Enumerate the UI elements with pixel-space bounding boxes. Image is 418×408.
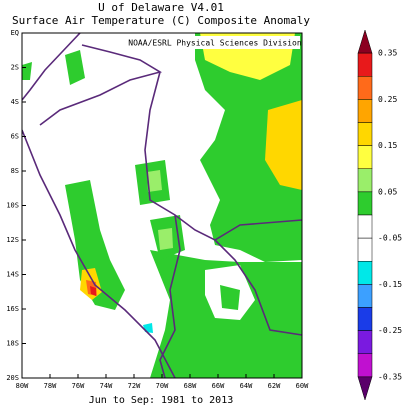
colorbar-segment — [357, 307, 373, 331]
y-tick-label: 4S — [11, 98, 19, 106]
colorbar-segment — [357, 145, 373, 169]
x-tick-label: 66W — [212, 382, 225, 390]
x-tick-label: 60W — [296, 382, 309, 390]
anomaly-region — [265, 100, 302, 190]
x-tick-label: 62W — [268, 382, 281, 390]
coastline — [22, 33, 176, 378]
y-tick-label: 12S — [6, 236, 19, 244]
y-tick-label: 18S — [6, 340, 19, 348]
colorbar-segment — [357, 330, 373, 354]
y-tick-label: 6S — [11, 133, 19, 141]
y-tick-label: EQ — [11, 29, 19, 37]
x-tick-label: 80W — [16, 382, 29, 390]
title: U of Delaware V4.01 — [98, 1, 224, 14]
x-tick-label: 70W — [156, 382, 169, 390]
y-tick-label: 2S — [11, 64, 19, 72]
colorbar-label: -0.15 — [378, 280, 402, 289]
colorbar-segment — [357, 353, 373, 378]
y-tick-label: 16S — [6, 305, 19, 313]
colorbar-label: -0.35 — [378, 372, 402, 381]
colorbar-segment — [357, 191, 373, 216]
colorbar-label: 0.05 — [378, 187, 397, 196]
colorbar-label: 0.15 — [378, 141, 397, 150]
footer: Jun to Sep: 1981 to 2013 — [89, 395, 234, 406]
anomaly-region — [195, 33, 302, 262]
anomaly-region — [22, 62, 32, 80]
anomaly-region — [158, 228, 173, 250]
y-tick-label: 20S — [6, 374, 19, 382]
colorbar-segment — [357, 52, 373, 77]
y-tick-label: 8S — [11, 167, 19, 175]
x-tick-label: 72W — [128, 382, 141, 390]
colorbar-label: 0.35 — [378, 49, 397, 58]
colorbar-segment — [357, 99, 373, 123]
colorbar-segment — [357, 29, 373, 54]
border — [39, 44, 302, 378]
anomaly-region — [65, 50, 85, 85]
colorbar-segment — [357, 214, 373, 239]
colorbar-label: -0.25 — [378, 326, 402, 335]
y-tick-label: 10S — [6, 202, 19, 210]
x-tick-label: 78W — [44, 382, 57, 390]
anomaly-region — [147, 170, 162, 192]
anomaly-region — [220, 285, 240, 310]
colorbar-segment — [357, 261, 373, 285]
colorbar-label: -0.05 — [378, 234, 402, 243]
anomaly-region — [90, 286, 96, 296]
colorbar-segment — [357, 284, 373, 308]
colorbar-segment — [357, 376, 373, 401]
map-area: NOAA/ESRL Physical Sciences Division — [21, 32, 303, 379]
anomaly-region — [65, 180, 125, 310]
y-tick-label: 14S — [6, 271, 19, 279]
x-tick-label: 76W — [72, 382, 85, 390]
subtitle: Surface Air Temperature (C) Composite An… — [12, 14, 310, 27]
attribution-box — [130, 36, 300, 49]
colorbar-label: 0.25 — [378, 95, 397, 104]
x-tick-label: 64W — [240, 382, 253, 390]
x-tick-label: 74W — [100, 382, 113, 390]
colorbar-segment — [357, 237, 373, 262]
attribution: NOAA/ESRL Physical Sciences Division — [128, 39, 302, 48]
x-tick-label: 68W — [184, 382, 197, 390]
colorbar-segment — [357, 168, 373, 193]
colorbar-segment — [357, 122, 373, 146]
colorbar-segment — [357, 76, 373, 100]
